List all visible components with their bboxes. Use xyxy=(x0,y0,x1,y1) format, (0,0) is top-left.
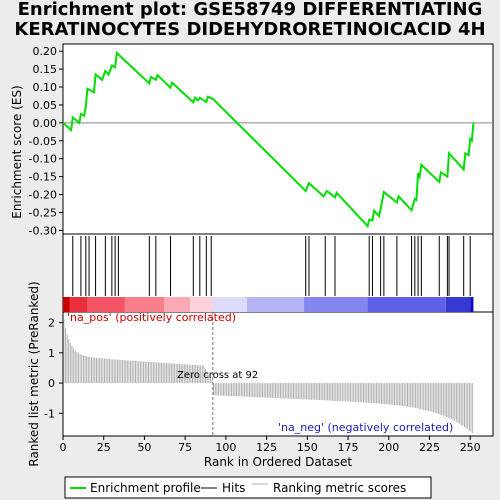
color-bar-segment xyxy=(470,297,474,312)
x-tick-label: 175 xyxy=(338,441,359,454)
enrichment-profile-line xyxy=(62,50,475,229)
es-y-tick-label: -0.30 xyxy=(29,224,57,237)
color-bar-segment xyxy=(87,297,125,312)
es-y-tick-label: 0.20 xyxy=(33,45,58,58)
x-tick-label: 100 xyxy=(215,441,236,454)
color-bar-segment xyxy=(445,297,471,312)
color-bar-segment xyxy=(124,297,164,312)
legend-box xyxy=(64,476,432,499)
metric-panel-frame xyxy=(62,311,494,437)
x-tick-label: 0 xyxy=(60,441,67,454)
x-tick-label: 75 xyxy=(178,441,192,454)
x-tick-label: 250 xyxy=(460,441,481,454)
color-bar-segment xyxy=(212,297,248,312)
x-tick-label: 125 xyxy=(256,441,277,454)
es-y-tick-label: 0.15 xyxy=(33,63,58,76)
legend: Enrichment profile Hits Ranking metric s… xyxy=(64,476,432,499)
ranking-metric-bars xyxy=(63,319,474,434)
x-axis-ticks: 0 25 50 75 100 125 150 175 200 225 250 xyxy=(60,436,481,454)
color-bar-segment xyxy=(304,297,368,312)
color-bar-segment xyxy=(367,297,446,312)
color-bar-segment xyxy=(69,297,88,312)
metric-y-tick-label: 0 xyxy=(48,377,55,390)
es-y-tick-label: -0.10 xyxy=(29,153,57,166)
positive-correlation-label: 'na_pos' (positively correlated) xyxy=(67,311,236,324)
es-y-tick-label: 0.05 xyxy=(33,99,58,112)
metric-y-tick-label: 2 xyxy=(48,317,55,330)
color-bar-segment xyxy=(190,297,213,312)
x-tick-label: 25 xyxy=(97,441,111,454)
es-y-axis-ticks: 0.20 0.15 0.10 0.05 0.00 -0.05 -0.10 -0.15 -0.20… xyxy=(29,45,63,237)
plot-title-line-1: Enrichment plot: GSE58749 DIFFERENTIATIN… xyxy=(17,0,483,20)
x-tick-label: 225 xyxy=(419,441,440,454)
color-bar-segment xyxy=(247,297,305,312)
legend-label-hits: Hits xyxy=(222,481,245,495)
legend-label-ranking: Ranking metric scores xyxy=(273,481,406,495)
es-panel-frame xyxy=(62,43,494,235)
metric-y-axis-ticks: 2 1 0 -1 xyxy=(44,317,63,420)
es-y-tick-label: -0.25 xyxy=(29,206,57,219)
metric-y-axis-label: Ranked list metric (PreRanked) xyxy=(27,281,41,466)
es-y-tick-label: -0.05 xyxy=(29,135,57,148)
plot-title: Enrichment plot: GSE58749 DIFFERENTIATIN… xyxy=(0,0,500,40)
es-y-tick-label: -0.15 xyxy=(29,171,57,184)
x-tick-label: 50 xyxy=(137,441,151,454)
plot-title-line-2: KERATINOCYTES DIDEHYDRORETINOICACID 4H xyxy=(14,19,486,40)
metric-y-tick-label: -1 xyxy=(44,407,55,420)
zero-cross-label: Zero cross at 92 xyxy=(177,370,258,381)
es-y-tick-label: -0.20 xyxy=(29,189,57,202)
color-bar-segment xyxy=(163,297,191,312)
metric-y-tick-label: 1 xyxy=(48,347,55,360)
es-y-tick-label: 0.10 xyxy=(33,81,58,94)
es-y-axis-label: Enrichment score (ES) xyxy=(10,85,24,218)
hit-lines xyxy=(72,236,471,296)
x-tick-label: 200 xyxy=(378,441,399,454)
es-y-tick-label: 0.00 xyxy=(33,117,58,130)
x-axis-label: Rank in Ordered Dataset xyxy=(204,455,352,469)
negative-correlation-label: 'na_neg' (negatively correlated) xyxy=(278,421,453,434)
x-tick-label: 150 xyxy=(297,441,318,454)
color-bar-segment xyxy=(63,297,70,312)
legend-label-enrichment: Enrichment profile xyxy=(90,481,201,495)
ranked-list-color-bar xyxy=(63,297,474,312)
